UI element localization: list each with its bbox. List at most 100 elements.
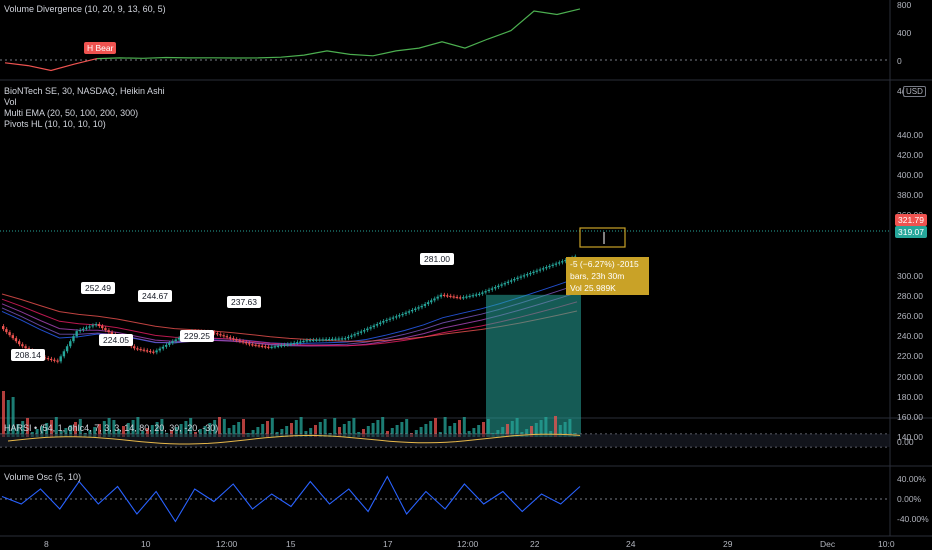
candle <box>81 328 85 330</box>
harsi-title[interactable]: HARSI • (54, 1, ohlc4, 7, 3, 3, 14, 80, … <box>4 423 219 433</box>
candle <box>46 358 50 360</box>
candle <box>78 329 82 332</box>
symbol-legend[interactable]: BioNTech SE, 30, NASDAQ, Heikin Ashi <box>4 86 165 96</box>
candle <box>311 339 315 342</box>
candle <box>391 317 395 319</box>
candle <box>561 261 564 263</box>
candle <box>410 309 414 312</box>
candle <box>152 351 155 353</box>
candle <box>292 342 296 345</box>
candle <box>21 344 24 347</box>
candle <box>394 316 398 318</box>
candle <box>139 348 142 351</box>
volume-bar <box>261 424 265 437</box>
candle <box>340 338 344 340</box>
currency-button[interactable]: USD <box>903 86 926 97</box>
candle <box>65 346 69 352</box>
volume-bar <box>419 427 423 437</box>
volume-bar <box>496 430 500 437</box>
volume-bar <box>563 422 567 437</box>
vol-legend[interactable]: Vol <box>4 97 17 107</box>
candle <box>299 341 302 343</box>
candle <box>430 300 433 303</box>
candle <box>228 337 232 339</box>
volume-bar <box>510 421 514 437</box>
candle <box>378 322 382 325</box>
pivot-label: 224.05 <box>99 334 133 346</box>
volume-bar <box>11 397 15 437</box>
pivots-legend[interactable]: Pivots HL (10, 10, 10, 10) <box>4 119 106 129</box>
volume-bar <box>203 426 207 437</box>
vd-title[interactable]: Volume Divergence (10, 20, 9, 13, 60, 5) <box>4 4 166 14</box>
axis-prefix: 4( <box>897 86 905 96</box>
last-price-tag: 321.79 <box>895 214 927 226</box>
candle <box>155 350 158 353</box>
ema-line <box>1 292 578 347</box>
volume-bar <box>342 424 346 437</box>
volume-bar <box>376 420 380 437</box>
candle <box>477 293 481 296</box>
candle <box>497 285 500 288</box>
volume-bar <box>102 421 106 437</box>
candle <box>516 277 519 280</box>
candle <box>414 308 417 310</box>
volume-bar <box>174 427 178 437</box>
candle <box>305 340 308 342</box>
candle <box>350 335 353 337</box>
candle <box>471 295 474 297</box>
vd-bear-line <box>4 58 98 72</box>
candle <box>503 283 506 285</box>
candle <box>465 296 468 298</box>
candle <box>554 263 558 265</box>
volume-bar <box>155 422 159 437</box>
candle <box>362 330 366 332</box>
axis-tick-label: 200.00 <box>897 371 923 382</box>
candle <box>212 332 216 334</box>
candle <box>535 270 538 272</box>
volume-bar <box>309 428 313 437</box>
time-tick-label: 22 <box>530 539 540 549</box>
candle <box>279 345 283 347</box>
candle <box>289 343 292 345</box>
pivot-label: 237.63 <box>227 296 261 308</box>
volume-bar <box>294 420 298 437</box>
h-bear-label: H Bear <box>84 42 117 54</box>
axis-tick-label: 800 <box>897 0 912 10</box>
volume-bar <box>126 423 130 437</box>
volume-bar <box>122 426 125 437</box>
candle <box>548 265 551 268</box>
volume-bar <box>107 418 111 437</box>
axis-tick-label: 240.00 <box>897 331 923 342</box>
vd-line <box>96 8 581 60</box>
candle <box>97 324 101 327</box>
volume-bar <box>395 425 399 437</box>
volume-bar <box>256 427 260 437</box>
time-tick-label: 8 <box>44 539 49 549</box>
candle <box>238 340 241 342</box>
volume-bar <box>314 425 317 437</box>
candle <box>375 324 379 326</box>
candle <box>69 341 72 347</box>
candle <box>11 335 14 339</box>
candle <box>251 344 254 346</box>
volume-bar <box>453 423 457 437</box>
pivot-label: 252.49 <box>81 282 115 294</box>
ema-line <box>1 293 578 342</box>
volume-bar <box>434 418 437 437</box>
ema-legend[interactable]: Multi EMA (20, 50, 100, 200, 300) <box>4 108 139 118</box>
volume-bar <box>146 428 149 437</box>
candle <box>110 332 114 335</box>
volume-bar <box>443 417 447 437</box>
candle <box>366 328 369 331</box>
time-tick-label: 17 <box>383 539 393 549</box>
volume-bar <box>318 422 322 437</box>
candle <box>532 271 535 274</box>
time-tick-label: 10 <box>141 539 151 549</box>
volume-bar <box>462 417 466 437</box>
candle <box>315 339 318 341</box>
vosc-title[interactable]: Volume Osc (5, 10) <box>4 472 82 482</box>
axis-tick-label: 0 <box>897 56 902 66</box>
candle <box>267 346 270 348</box>
